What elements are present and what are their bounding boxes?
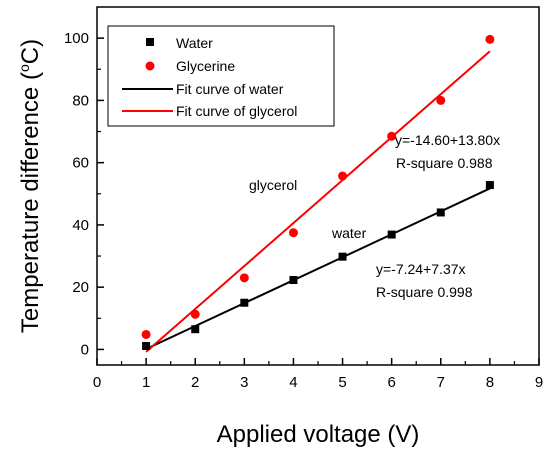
fit-line-glycerol [145, 50, 491, 353]
y-tick-label: 100 [64, 30, 89, 47]
axis-ticks [96, 37, 540, 365]
y-tick-label: 60 [72, 155, 89, 172]
annotation-glycerol-label: glycerol [249, 177, 297, 193]
y-tick-label: 0 [81, 341, 89, 358]
x-tick-label: 7 [437, 374, 445, 391]
water-point [191, 325, 200, 334]
y-tick-label: 80 [72, 92, 89, 109]
tick-labels: 0 1 2 3 4 5 6 7 8 9 0 20 40 60 80 100 [64, 30, 543, 391]
fit-line-water [145, 187, 491, 350]
glycerine-point [387, 131, 397, 141]
glycerine-point [288, 228, 298, 238]
glycerine-point [338, 171, 348, 181]
water-point [436, 208, 445, 217]
glycerine-point [436, 95, 446, 105]
y-axis-title-main: Temperature difference ( [17, 72, 44, 333]
y-axis-title: Temperature difference (oC) [16, 39, 44, 333]
glycerine-point [190, 309, 200, 319]
annotation-water-label: water [331, 225, 367, 241]
glycerine-point [141, 329, 151, 339]
water-point [240, 298, 249, 307]
x-tick-label: 0 [93, 374, 101, 391]
x-tick-label: 9 [535, 374, 543, 391]
legend-water-marker [146, 38, 154, 46]
y-tick-label: 20 [72, 279, 89, 296]
legend: Water Glycerine Fit curve of water Fit c… [107, 25, 335, 127]
glycerine-point [239, 273, 249, 283]
legend-glycerine-marker [145, 61, 155, 71]
glycerine-point [485, 34, 495, 44]
annotation-water-r-square: R-square 0.998 [376, 284, 473, 300]
water-point [485, 181, 494, 190]
legend-water-label: Water [176, 35, 213, 51]
water-point [338, 252, 347, 261]
water-point [387, 230, 396, 239]
y-axis-title-sup: o [16, 64, 32, 72]
x-tick-label: 2 [191, 374, 199, 391]
data-markers [141, 34, 495, 351]
water-point [142, 342, 151, 351]
fit-lines [145, 50, 491, 353]
x-tick-label: 4 [289, 374, 297, 391]
x-tick-label: 1 [142, 374, 150, 391]
x-tick-label: 6 [387, 374, 395, 391]
x-tick-label: 5 [338, 374, 346, 391]
annotation-water-equation: y=-7.24+7.37x [376, 261, 466, 277]
legend-glycerine-label: Glycerine [176, 58, 235, 74]
x-tick-label: 3 [240, 374, 248, 391]
x-tick-label: 8 [486, 374, 494, 391]
legend-box [107, 25, 335, 127]
x-axis-title: Applied voltage (V) [217, 421, 420, 448]
y-axis-title-end: C) [17, 39, 44, 64]
legend-fit-water-label: Fit curve of water [176, 81, 284, 97]
water-point [289, 276, 298, 285]
legend-fit-glycerol-label: Fit curve of glycerol [176, 103, 297, 119]
annotation-glycerol-r-square: R-square 0.988 [396, 155, 493, 171]
y-tick-label: 40 [72, 217, 89, 234]
annotation-glycerol-equation: y=-14.60+13.80x [395, 132, 500, 148]
